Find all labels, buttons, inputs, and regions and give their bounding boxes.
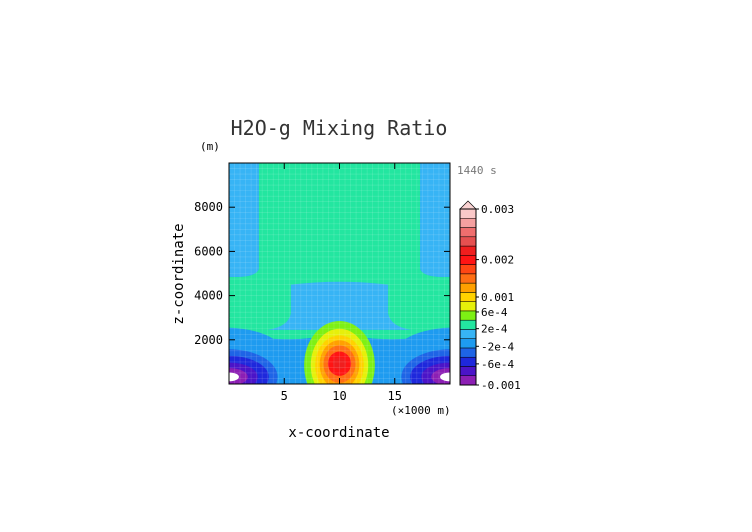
colorbar-tick-label: 2e-4	[481, 323, 508, 336]
right-lobe-contour-4	[440, 372, 450, 382]
colorbar: 0.003 0.002 0.001 6e-4 2e-4 -2e-4 -6e-4 -0.001	[459, 200, 521, 392]
blob-contour-6	[332, 357, 347, 370]
colorbar-tick-label: 6e-4	[481, 306, 508, 319]
colorbar-swatch	[459, 227, 477, 238]
x-axis-label: x-coordinate	[288, 425, 389, 441]
colorbar-tick-label: 0.001	[481, 291, 514, 304]
region-plateau	[229, 163, 450, 340]
colorbar-swatch	[459, 264, 477, 275]
colorbar-tick-label: 0.003	[481, 203, 514, 216]
y-unit-label: (m)	[200, 140, 220, 153]
y-axis-label: z-coordinate	[171, 223, 187, 324]
y-tick-label: 6000	[194, 244, 223, 258]
x-unit-label: (×1000 m)	[391, 404, 451, 417]
region-upper-right	[420, 163, 450, 277]
colorbar-swatch	[459, 273, 477, 284]
chart-title: H2O-g Mixing Ratio	[231, 116, 448, 140]
x-tick-label: 15	[388, 389, 402, 403]
colorbar-swatch	[459, 310, 477, 321]
contour-fill-layer	[229, 163, 450, 384]
colorbar-tick-label: 0.002	[481, 254, 514, 267]
colorbar-swatch	[459, 347, 477, 358]
colorbar-swatch	[459, 356, 477, 367]
colorbar-swatch	[459, 282, 477, 293]
colorbar-swatch	[459, 292, 477, 302]
colorbar-swatch	[459, 366, 477, 376]
colorbar-swatch	[459, 236, 477, 247]
time-label: 1440 s	[457, 164, 497, 177]
left-lobe-contour-4	[229, 372, 239, 382]
y-tick-label: 4000	[194, 289, 223, 303]
colorbar-swatch	[459, 375, 477, 386]
y-tick-label: 2000	[194, 333, 223, 347]
x-tick-label: 10	[332, 389, 346, 403]
colorbar-swatch	[459, 301, 477, 312]
colorbar-swatch	[459, 338, 477, 349]
colorbar-swatch	[459, 255, 477, 265]
y-tick-label: 8000	[194, 200, 223, 214]
colorbar-tick-label: -6e-4	[481, 358, 514, 371]
colorbar-tick-label: -2e-4	[481, 340, 514, 353]
x-tick-label: 5	[281, 389, 288, 403]
colorbar-swatch	[459, 208, 477, 219]
colorbar-swatch	[459, 245, 477, 256]
grid-lines	[229, 163, 450, 384]
colorbar-swatch	[459, 218, 477, 228]
colorbar-swatch	[459, 319, 477, 330]
colorbar-tick-label: -0.001	[481, 379, 521, 392]
plot-area	[229, 163, 450, 384]
colorbar-swatch	[459, 329, 477, 339]
region-upper-left	[229, 163, 259, 277]
y-axis: 2000 4000 6000 8000	[194, 200, 450, 347]
colorbar-extend-arrow	[459, 200, 477, 210]
x-axis: 5 10 15	[281, 163, 402, 403]
region-mid-blue	[267, 281, 412, 330]
